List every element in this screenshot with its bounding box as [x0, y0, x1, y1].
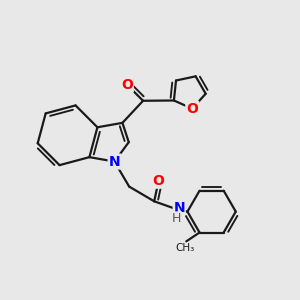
Text: CH₃: CH₃: [175, 243, 194, 253]
Text: H: H: [172, 212, 182, 225]
Text: O: O: [153, 174, 164, 188]
Text: O: O: [121, 78, 133, 92]
Text: N: N: [109, 154, 120, 169]
Text: N: N: [173, 201, 185, 215]
Text: O: O: [186, 102, 198, 116]
